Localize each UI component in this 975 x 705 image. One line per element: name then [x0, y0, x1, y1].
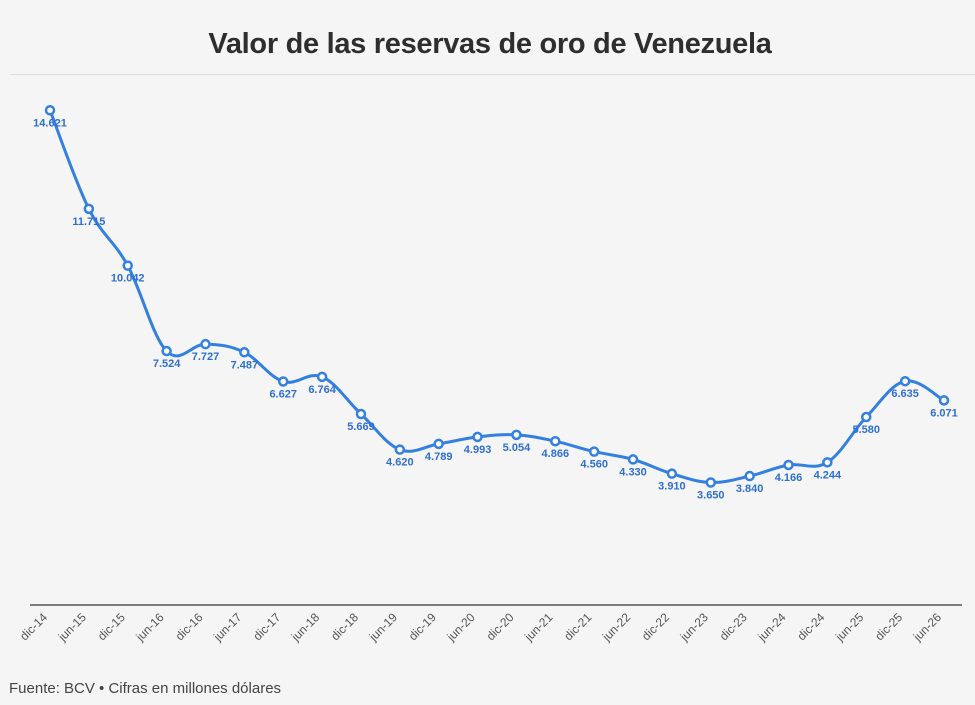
data-label-jun-25: 5.580 [852, 424, 880, 436]
x-tick-jun-26: jun-26 [910, 610, 944, 644]
x-tick-jun-22: jun-22 [599, 610, 633, 644]
data-point-dic-17 [277, 376, 289, 387]
data-label-dic-23: 3.840 [736, 483, 764, 495]
x-tick-dic-14: dic-14 [17, 610, 50, 643]
x-tick-jun-17: jun-17 [210, 610, 244, 644]
data-label-jun-18: 6.764 [308, 384, 336, 396]
data-label-dic-19: 4.789 [425, 451, 453, 463]
data-point-dic-21 [588, 446, 600, 457]
data-point-jun-19 [394, 444, 406, 455]
data-point-dic-23 [744, 470, 755, 482]
x-tick-dic-24: dic-24 [794, 610, 827, 643]
data-label-dic-24: 4.244 [814, 469, 842, 481]
data-label-dic-22: 3.910 [658, 481, 686, 493]
x-tick-dic-22: dic-22 [639, 610, 672, 643]
x-tick-jun-25: jun-25 [832, 610, 866, 644]
data-label-jun-20: 4.993 [464, 444, 492, 456]
data-label-dic-17: 6.627 [269, 388, 297, 400]
x-tick-dic-15: dic-15 [95, 610, 128, 643]
data-label-dic-18: 5.669 [347, 421, 375, 433]
data-point-dic-22 [666, 468, 678, 479]
x-tick-jun-23: jun-23 [677, 610, 711, 644]
data-label-dic-16: 7.727 [192, 351, 220, 363]
data-point-jun-26 [938, 395, 950, 406]
data-point-jun-21 [550, 435, 561, 447]
x-tick-jun-16: jun-16 [133, 610, 167, 644]
data-point-jun-25 [861, 411, 872, 423]
data-label-jun-17: 7.487 [231, 359, 259, 371]
data-label-dic-21: 4.560 [580, 459, 608, 471]
x-tick-dic-20: dic-20 [484, 610, 517, 643]
data-point-dic-15 [122, 260, 133, 271]
x-tick-dic-18: dic-18 [328, 610, 361, 643]
data-label-jun-15: 11.715 [72, 216, 105, 228]
x-tick-jun-19: jun-19 [366, 610, 400, 644]
data-point-jun-15 [83, 203, 95, 215]
x-tick-jun-15: jun-15 [55, 610, 89, 644]
data-points [44, 105, 950, 488]
x-tick-jun-21: jun-21 [521, 610, 555, 644]
data-label-dic-14: 14.621 [33, 117, 67, 129]
x-tick-dic-21: dic-21 [561, 610, 594, 643]
chart-title: Valor de las reservas de oro de Venezuel… [208, 28, 772, 60]
data-label-jun-26: 6.071 [930, 407, 958, 419]
data-point-jun-18 [316, 371, 328, 383]
data-label-jun-21: 4.866 [542, 448, 570, 460]
data-point-dic-14 [44, 105, 56, 116]
data-point-jun-22 [627, 454, 639, 465]
data-point-dic-24 [822, 457, 833, 468]
x-tick-jun-24: jun-24 [754, 610, 788, 644]
data-point-jun-16 [161, 345, 172, 357]
data-label-dic-20: 5.054 [503, 442, 531, 454]
x-tick-dic-19: dic-19 [406, 610, 439, 643]
data-label-dic-25: 6.635 [891, 388, 919, 400]
data-label-jun-19: 4.620 [386, 457, 414, 469]
data-label-jun-23: 3.650 [697, 490, 725, 502]
data-point-jun-23 [705, 477, 717, 488]
source-note: Fuente: BCV • Cifras en millones dólares [9, 680, 282, 697]
x-tick-dic-17: dic-17 [250, 610, 283, 643]
x-tick-jun-20: jun-20 [443, 610, 477, 644]
x-tick-dic-16: dic-16 [173, 610, 206, 643]
x-tick-dic-23: dic-23 [717, 610, 750, 643]
data-point-dic-19 [433, 438, 444, 450]
data-label-jun-16: 7.524 [153, 358, 181, 370]
data-point-jun-17 [239, 347, 250, 358]
x-tick-jun-18: jun-18 [288, 610, 322, 644]
data-point-dic-20 [511, 429, 522, 441]
title-divider [10, 74, 975, 75]
x-tick-dic-25: dic-25 [872, 610, 905, 643]
data-label-jun-22: 4.330 [619, 466, 647, 478]
data-point-dic-25 [899, 375, 911, 387]
series-line [48, 108, 946, 485]
data-label-jun-24: 4.166 [775, 472, 803, 484]
data-point-jun-24 [783, 459, 794, 471]
data-point-jun-20 [472, 431, 483, 443]
x-tick-labels: dic-14 jun-15 dic-15 jun-16 dic-16 jun-17 dic-… [17, 610, 944, 644]
data-label-dic-15: 10.042 [111, 273, 145, 285]
data-point-dic-18 [355, 408, 367, 420]
data-labels: 14.621 11.715 10.042 7.524 7.727 7.487 6.627 6.… [33, 117, 958, 501]
data-point-dic-16 [200, 338, 211, 350]
